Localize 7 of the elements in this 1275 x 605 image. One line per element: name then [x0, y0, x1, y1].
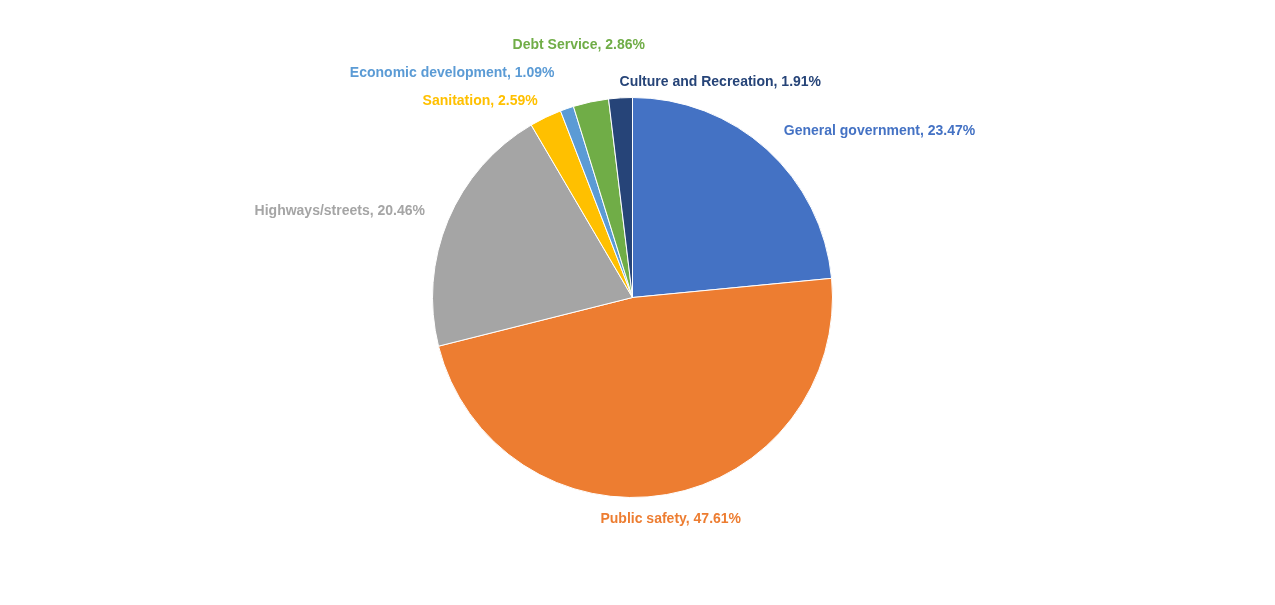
slice-label: Sanitation, 2.59%	[422, 92, 539, 109]
slice-label: General government, 23.47%	[783, 121, 976, 138]
slice-label: Debt Service, 2.86%	[512, 36, 646, 53]
slice-label: Culture and Recreation, 1.91%	[619, 72, 822, 89]
slice-label: Highways/streets, 20.46%	[254, 201, 426, 218]
slice-label: Public safety, 47.61%	[600, 510, 742, 527]
slice-label: Economic development, 1.09%	[349, 63, 556, 80]
